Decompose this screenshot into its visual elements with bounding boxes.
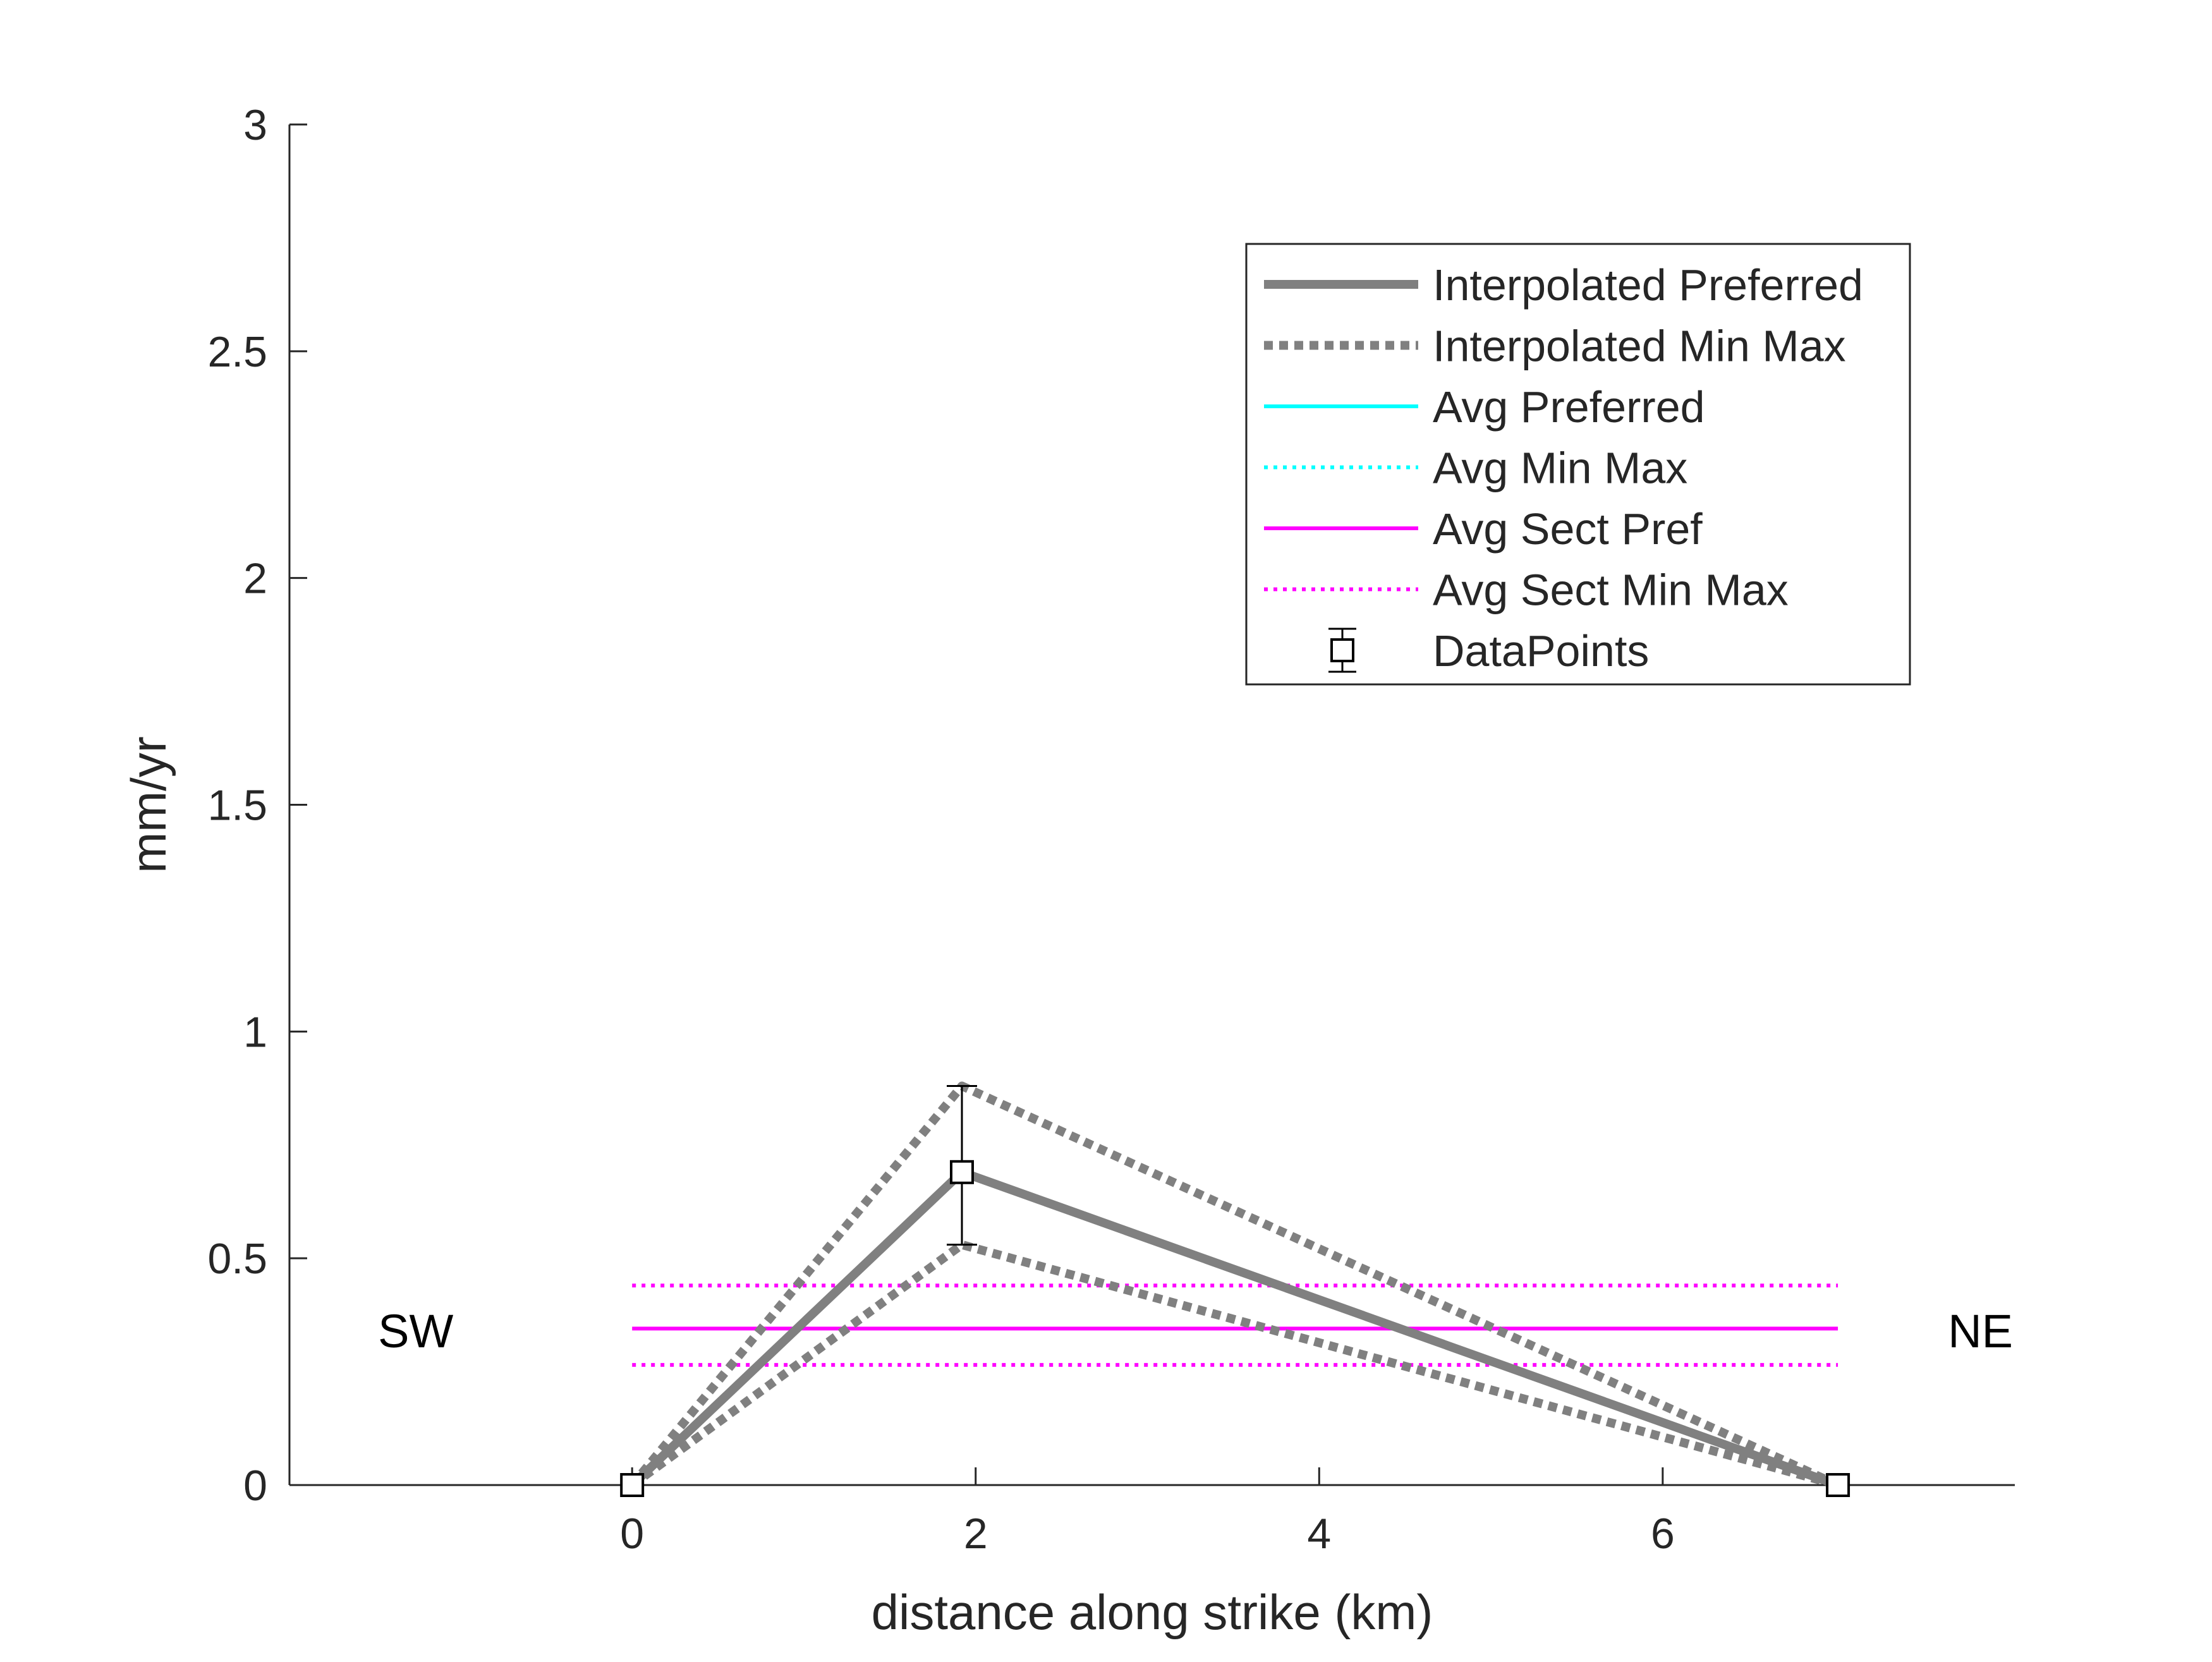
y-tick-label: 0 [243,1462,267,1510]
y-tick-label: 2 [243,555,267,603]
x-tick-label: 4 [1307,1510,1331,1558]
legend-label-avg-sect-min-max: Avg Sect Min Max [1433,566,1789,615]
y-tick-label: 2.5 [207,328,267,376]
y-tick-label: 0.5 [207,1235,267,1283]
legend-label-interpolated-preferred: Interpolated Preferred [1433,260,1863,310]
direction-label-sw: SW [378,1305,453,1357]
x-tick-label: 6 [1651,1510,1675,1558]
x-tick-label: 2 [964,1510,988,1558]
data-point-marker [950,1160,975,1184]
data-point-marker [1826,1473,1850,1497]
axes: 0 0.5 1 1.5 2 2.5 3 0 2 4 6 [207,101,2015,1558]
legend-label-avg-sect-pref: Avg Sect Pref [1433,504,1703,554]
data-point-marker [620,1473,645,1497]
legend-box [1245,243,1911,686]
y-tick-label: 1.5 [207,782,267,830]
legend: Interpolated Preferred Interpolated Min M… [1245,243,1911,686]
label-layer: distance along strike (km) mm/yr SW NE [121,736,2013,1640]
x-tick-label: 0 [620,1510,644,1558]
x-axis-label: distance along strike (km) [872,1584,1433,1640]
direction-label-ne: NE [1948,1305,2013,1357]
data-layer [628,1081,1840,1489]
legend-symbol-marker [1330,638,1354,662]
y-axis-label: mm/yr [121,736,176,873]
y-tick-label: 3 [243,101,267,149]
legend-label-avg-preferred: Avg Preferred [1433,382,1705,432]
y-tick-label: 1 [243,1008,267,1056]
legend-label-datapoints: DataPoints [1433,626,1649,676]
marker-layer [620,1084,1850,1497]
legend-label-interpolated-min-max: Interpolated Min Max [1433,322,1846,371]
legend-label-avg-min-max: Avg Min Max [1433,444,1687,493]
